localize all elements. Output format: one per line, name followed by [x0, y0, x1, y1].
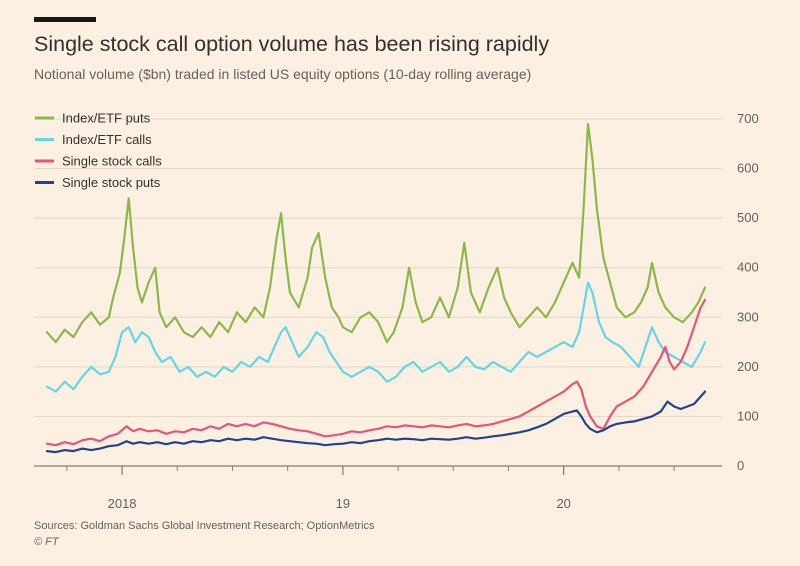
series-line-3	[45, 298, 707, 447]
y-tick-label-700: 700	[737, 111, 759, 126]
legend-label-4: Single stock puts	[62, 175, 161, 190]
copyright-note: © FT	[34, 536, 59, 548]
x-axis: 2018 19 20	[34, 465, 722, 511]
chart-title: Single stock call option volume has been…	[34, 32, 550, 56]
source-note: Sources: Goldman Sachs Global Investment…	[34, 520, 375, 532]
chart-subtitle: Notional volume ($bn) traded in listed U…	[34, 66, 532, 82]
y-tick-label-500: 500	[737, 210, 759, 225]
y-tick-label-0: 0	[737, 458, 744, 473]
y-tick-label-300: 300	[737, 309, 759, 324]
legend-label-1: Index/ETF puts	[62, 111, 151, 126]
x-tick-label-20: 20	[556, 496, 570, 511]
y-tick-label-200: 200	[737, 359, 759, 374]
series-lines	[45, 122, 707, 454]
series-line-4	[45, 390, 707, 454]
ft-top-bar	[34, 17, 96, 22]
series-line-2	[45, 281, 707, 393]
y-tick-label-400: 400	[737, 260, 759, 275]
y-axis: 0 100 200 300 400 500 600 700	[737, 111, 759, 473]
series-line-1	[45, 122, 707, 344]
legend-label-2: Index/ETF calls	[62, 132, 152, 147]
x-tick-label-2018: 2018	[108, 496, 137, 511]
y-tick-label-100: 100	[737, 408, 759, 423]
legend: Index/ETF puts Index/ETF calls Single stoc…	[35, 111, 162, 190]
x-tick-label-19: 19	[336, 496, 350, 511]
legend-label-3: Single stock calls	[62, 154, 162, 169]
y-gridlines	[34, 118, 722, 467]
y-tick-label-600: 600	[737, 161, 759, 176]
